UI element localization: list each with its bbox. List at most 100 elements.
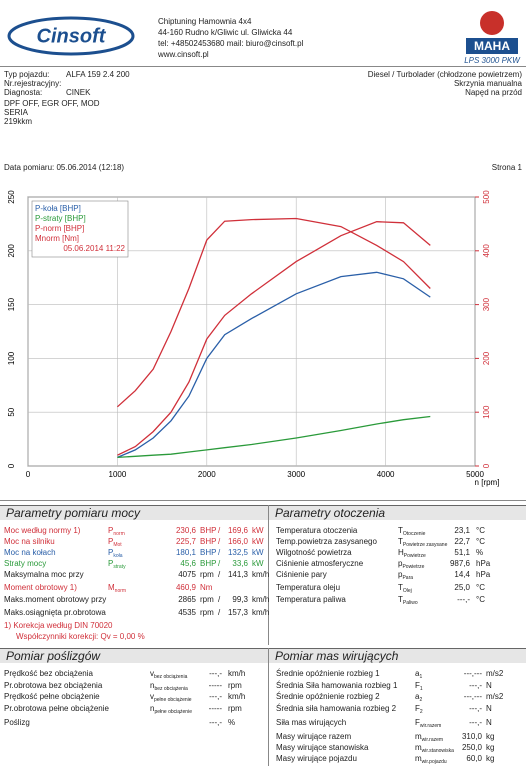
- symbol-sub: Mot: [113, 542, 122, 548]
- row-unit: °C: [476, 537, 485, 546]
- row-unit: hPa: [476, 559, 491, 568]
- series-line: [117, 415, 431, 459]
- separator: /: [218, 537, 221, 546]
- symbol: vpełne obciążenie: [150, 692, 192, 703]
- symbol-sub: koła: [113, 553, 123, 559]
- company: Chiptuning Hamownia 4x4: [158, 17, 252, 26]
- x-axis-label: n [rpm]: [475, 478, 500, 487]
- row-value: 51,1: [454, 548, 470, 557]
- symbol-sub: straty: [113, 564, 126, 570]
- symbol: mwir.pojazdu: [415, 754, 447, 765]
- note: DPF OFF, EGR OFF, MOD: [4, 99, 100, 108]
- row-unit: BHP: [200, 559, 217, 568]
- row-value: 460,9: [175, 583, 196, 592]
- row-label: Średnia Siła hamowania rozbieg 1: [276, 681, 398, 690]
- row-unit: rpm: [200, 608, 214, 617]
- row-label: Temp.powietrza zasysanego: [276, 537, 377, 546]
- symbol: Mnorm: [108, 583, 127, 594]
- row-label: Masy wirujące stanowiska: [276, 743, 369, 752]
- symbol-sub: 2: [419, 697, 423, 703]
- symbol: a1: [415, 669, 423, 680]
- separator: /: [218, 608, 221, 617]
- row-value: ---,-: [469, 681, 482, 690]
- row-value: ---,-: [209, 718, 222, 727]
- row-value: ---,---: [463, 669, 482, 678]
- symbol: Pnorm: [108, 526, 125, 537]
- row-unit: kW: [252, 526, 264, 535]
- row-label: Moc na silniku: [4, 537, 55, 546]
- symbol-sub: wir.stanowiska: [421, 748, 454, 754]
- legend-box: [31, 200, 129, 258]
- row-unit: °C: [476, 583, 485, 592]
- x-tick-label: 5000: [466, 470, 484, 479]
- row-value: 310,0: [461, 732, 482, 741]
- row-unit: km/h: [228, 669, 246, 678]
- symbol: Pstraty: [108, 559, 126, 570]
- y-tick-label: 0: [7, 463, 16, 468]
- symbol-sub: Powietrze zasysane: [402, 542, 448, 548]
- row-unit: rpm: [200, 595, 214, 604]
- row-label: Ciśnienie pary: [276, 570, 327, 579]
- row-label: Maks.osiągnięta pr.obrotowa: [4, 608, 106, 617]
- row-value: 250,0: [461, 743, 482, 752]
- row-label: Masy wirujące pojazdu: [276, 754, 357, 763]
- y-tick-label: 50: [7, 407, 16, 416]
- chart-rule: [0, 500, 526, 501]
- x-tick-label: 1000: [109, 470, 127, 479]
- field-label: Diagnosta:: [4, 88, 43, 97]
- row-unit: kW: [252, 537, 264, 546]
- page-number: Strona 1: [491, 163, 522, 172]
- symbol-sub: wir.pojazdu: [421, 759, 447, 765]
- symbol-sub: pełne obciążenie: [154, 709, 192, 715]
- symbol: F1: [415, 681, 423, 692]
- row-value: -----: [208, 681, 222, 690]
- row-value: 141,3: [227, 570, 248, 579]
- row-value: 99,3: [232, 595, 248, 604]
- measure-date: Data pomiaru: 05.06.2014 (12:18): [4, 163, 125, 172]
- section-title: Parametry pomiaru mocy: [0, 505, 268, 520]
- row-label: Maksymalna moc przy: [4, 570, 84, 579]
- row-value: 23,1: [454, 526, 470, 535]
- symbol: pPara: [398, 570, 414, 581]
- maha-brand: MAHA: [474, 39, 510, 53]
- note: SERIA: [4, 108, 29, 117]
- field-label: Typ pojazdu:: [4, 70, 50, 79]
- symbol: mwir.razem: [415, 732, 444, 743]
- row-label: Moc na kołach: [4, 548, 56, 557]
- y2-tick-label: 300: [482, 297, 491, 311]
- row-unit: °C: [476, 526, 485, 535]
- row-unit: kg: [486, 754, 495, 763]
- address: 44-160 Rudno k/Gliwic ul. Gliwicka 44: [158, 28, 293, 37]
- symbol: F2: [415, 704, 423, 715]
- row-value: 25,0: [454, 583, 470, 592]
- row-unit: °C: [476, 595, 485, 604]
- row-label: Moc według normy 1): [4, 526, 81, 535]
- row-unit: Nm: [200, 583, 213, 592]
- row-value: 987,6: [449, 559, 470, 568]
- y2-tick-label: 200: [482, 351, 491, 365]
- symbol: pPowietrze: [398, 559, 425, 570]
- header-rule: [0, 66, 526, 67]
- row-unit: kW: [252, 548, 264, 557]
- row-value: -----: [208, 704, 222, 713]
- row-unit: kg: [486, 732, 495, 741]
- row-value: ---,---: [463, 692, 482, 701]
- y-tick-label: 250: [7, 190, 16, 204]
- row-value: ---,-: [209, 692, 222, 701]
- maha-logo: MAHA LPS 3000 PKW: [464, 11, 521, 65]
- row-value: 132,5: [227, 548, 248, 557]
- row-unit: m/s2: [486, 669, 504, 678]
- symbol-sub: Otoczenie: [402, 531, 426, 537]
- row-value: 33,6: [232, 559, 248, 568]
- row-unit: %: [228, 718, 236, 727]
- separator: /: [218, 526, 221, 535]
- separator: /: [218, 570, 221, 579]
- row-label: Poślizg: [4, 718, 30, 727]
- row-unit: rpm: [228, 681, 242, 690]
- row-value: 4535: [178, 608, 196, 617]
- symbol-sub: Olej: [402, 588, 412, 594]
- legend-entry: P-koła [BHP]: [35, 204, 81, 213]
- field-label: Nr.rejestracyjny:: [4, 79, 62, 88]
- row-label: Straty mocy: [4, 559, 47, 568]
